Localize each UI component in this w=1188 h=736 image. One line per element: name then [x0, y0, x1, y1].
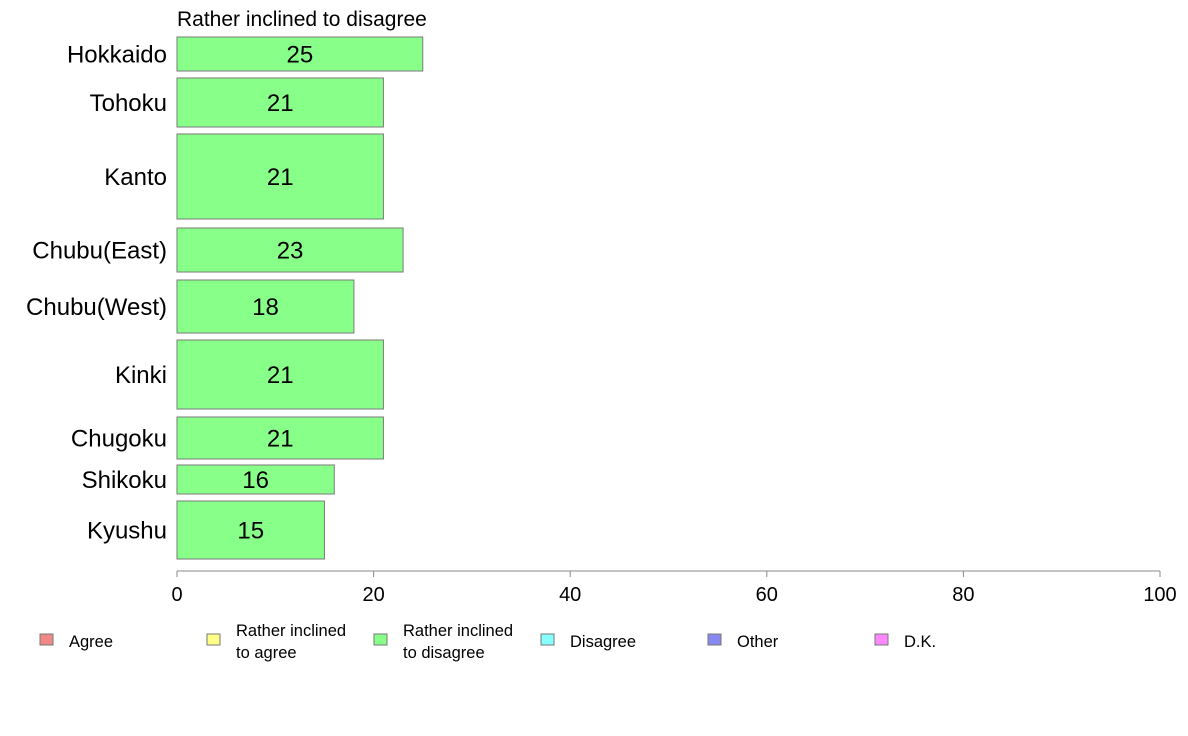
legend-label: D.K. — [904, 633, 936, 651]
category-label: Shikoku — [82, 467, 167, 494]
category-label: Kyushu — [87, 518, 167, 545]
legend-label: Rather inclined to agree — [236, 622, 346, 662]
x-tick-label: 80 — [952, 584, 974, 606]
legend-swatch — [206, 633, 221, 646]
legend-swatch — [540, 633, 555, 646]
legend-label: Disagree — [570, 633, 636, 651]
legend-label: Agree — [69, 633, 113, 651]
bar-value-label: 16 — [242, 467, 269, 494]
bar-value-label: 15 — [237, 518, 264, 545]
legend-swatch — [373, 633, 388, 646]
category-label: Kanto — [104, 164, 167, 191]
chart-title: Rather inclined to disagree — [177, 8, 427, 31]
bar-kyushu — [176, 500, 325, 560]
category-label: Hokkaido — [67, 42, 167, 69]
bar-chubu-west- — [176, 279, 355, 334]
bar-chubu-east- — [176, 227, 404, 273]
bar-value-label: 21 — [267, 164, 294, 191]
category-label: Chubu(West) — [26, 294, 167, 321]
legend-label: Rather inclined to disagree — [403, 622, 513, 662]
category-label: Chubu(East) — [32, 238, 167, 265]
bar-value-label: 23 — [277, 238, 304, 265]
category-label: Tohoku — [90, 90, 167, 117]
bar-value-label: 21 — [267, 426, 294, 453]
legend-swatch — [874, 633, 889, 646]
category-label: Kinki — [115, 362, 167, 389]
category-label: Chugoku — [71, 426, 167, 453]
x-axis: 0 20 40 60 80 100 — [171, 570, 1177, 606]
x-tick-label: 0 — [171, 584, 182, 606]
bars-group: Hokkaido 25 Tohoku 21 Kanto 21 Chubu(East) 23 Ch… — [26, 36, 424, 560]
bar-value-label: 21 — [267, 90, 294, 117]
bar-value-label: 18 — [252, 294, 279, 321]
bar-value-label: 21 — [267, 362, 294, 389]
bar-shikoku — [176, 464, 335, 495]
x-tick-label: 40 — [559, 584, 581, 606]
legend: Agree Rather inclined to agree Rather incli… — [39, 622, 936, 662]
legend-label: Other — [737, 633, 779, 651]
x-tick-label: 100 — [1143, 584, 1176, 606]
bar-tohoku — [176, 77, 384, 128]
legend-swatch — [707, 633, 722, 646]
bar-value-label: 25 — [287, 42, 314, 69]
x-tick-label: 20 — [362, 584, 384, 606]
bar-kanto — [176, 133, 384, 220]
legend-swatch — [39, 633, 54, 646]
bar-hokkaido — [176, 36, 424, 72]
bar-chugoku — [176, 416, 384, 460]
bar-kinki — [176, 339, 384, 410]
x-tick-label: 60 — [756, 584, 778, 606]
